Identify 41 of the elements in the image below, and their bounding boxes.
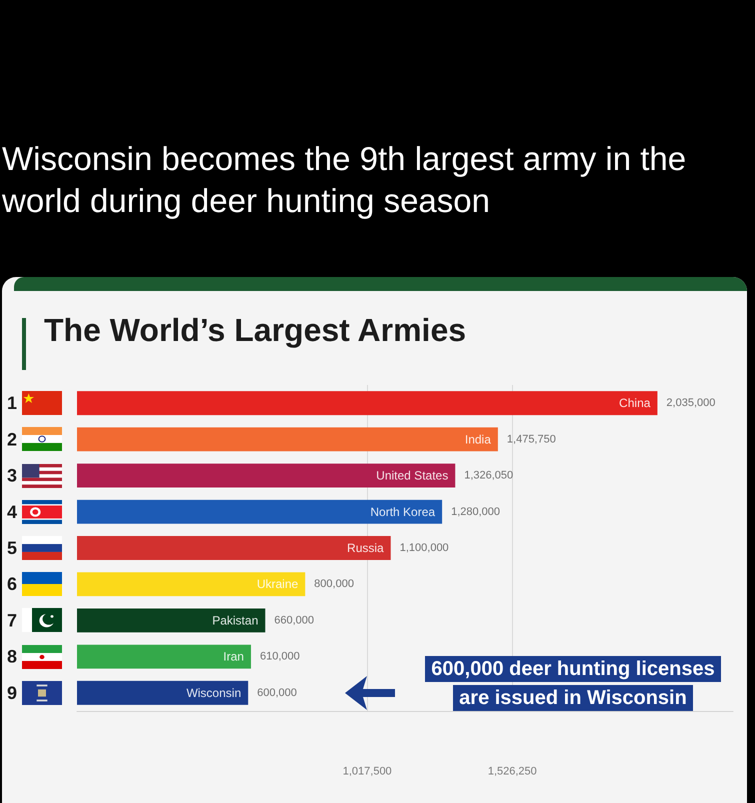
bar [77, 391, 658, 416]
text: 2 [6, 429, 18, 450]
bar [77, 608, 266, 632]
chart-title: The World’s Largest Armies [44, 312, 466, 349]
chart-subtitle: Wisconsin becomes the 9th largest army in the world during deer hunting season [2, 139, 688, 221]
data-label: 660,000 [274, 614, 314, 626]
y-tick-label: Wisconsin [186, 686, 242, 700]
data-label: 1,280,000 [451, 506, 500, 518]
bar [77, 464, 456, 488]
y-tick-label: North Korea [370, 504, 436, 519]
text: 3 [6, 466, 18, 486]
data-label: 610,000 [260, 650, 300, 663]
text: 6 [6, 574, 18, 594]
bar [77, 572, 306, 596]
data-label: 600,000 [257, 686, 297, 699]
data-label: 1,100,000 [400, 542, 449, 554]
y-tick-label: Pakistan [212, 613, 258, 628]
bar [77, 536, 391, 560]
y-tick-label: United States [376, 468, 448, 483]
annotation: 600,000 deer hunting licenses are issued in Wisconsin [425, 656, 721, 711]
y-tick-label: China [619, 396, 651, 410]
y-tick-label: India [464, 432, 492, 446]
text: 1 [6, 393, 18, 414]
text: 7 [6, 610, 18, 630]
bar [77, 644, 251, 669]
y-tick-label: Ukraine [256, 577, 298, 592]
data-label: 2,035,000 [666, 397, 716, 410]
text: 9 [6, 682, 18, 703]
x-tick-label: 1,017,500 [342, 766, 392, 778]
bar [77, 680, 248, 705]
y-tick-label: Russia [347, 541, 384, 555]
x-tick-label: 1,526,250 [488, 766, 537, 778]
y-tick-label: Iran [223, 650, 244, 664]
text: 4 [6, 502, 18, 522]
bar [77, 500, 442, 524]
data-label: 1,475,750 [506, 433, 556, 446]
text: 8 [6, 646, 18, 667]
data-label: 1,326,050 [464, 470, 514, 482]
bar [77, 427, 498, 452]
data-label: 800,000 [314, 578, 354, 590]
text: 5 [6, 538, 18, 558]
